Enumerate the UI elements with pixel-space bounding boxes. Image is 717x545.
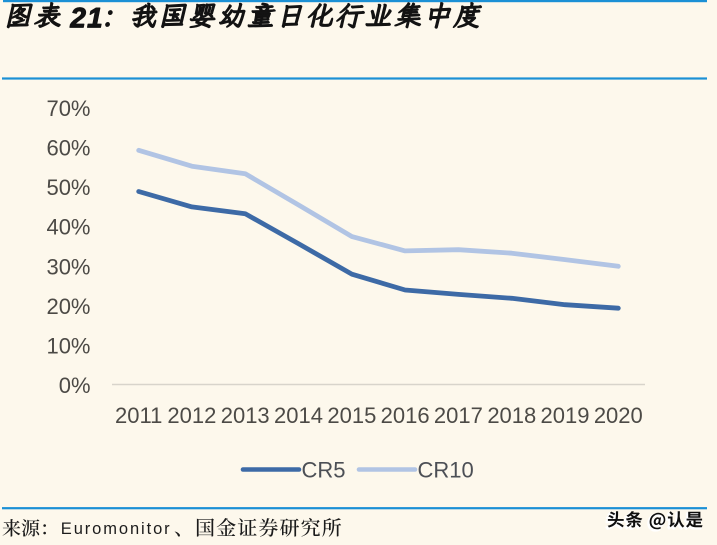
svg-text:2016: 2016 (381, 403, 430, 428)
svg-text:60%: 60% (46, 136, 90, 161)
svg-text:30%: 30% (46, 254, 90, 279)
svg-text:2017: 2017 (434, 403, 483, 428)
svg-text:2011: 2011 (115, 403, 162, 428)
svg-text:0%: 0% (59, 373, 91, 398)
svg-text:40%: 40% (46, 215, 90, 240)
svg-text:10%: 10% (46, 333, 90, 358)
svg-text:20%: 20% (46, 294, 90, 319)
svg-text:2020: 2020 (594, 403, 643, 428)
svg-text:50%: 50% (46, 175, 90, 200)
svg-text:70%: 70% (46, 96, 90, 121)
svg-text:CR10: CR10 (418, 458, 474, 483)
svg-text:2014: 2014 (274, 403, 323, 428)
svg-text:2019: 2019 (541, 403, 590, 428)
svg-text:2015: 2015 (327, 403, 376, 428)
svg-text:CR5: CR5 (302, 458, 346, 483)
svg-text:2012: 2012 (167, 403, 216, 428)
svg-text:Euromonitor: Euromonitor (61, 520, 172, 538)
svg-text:2018: 2018 (487, 403, 536, 428)
svg-text:2013: 2013 (221, 403, 270, 428)
